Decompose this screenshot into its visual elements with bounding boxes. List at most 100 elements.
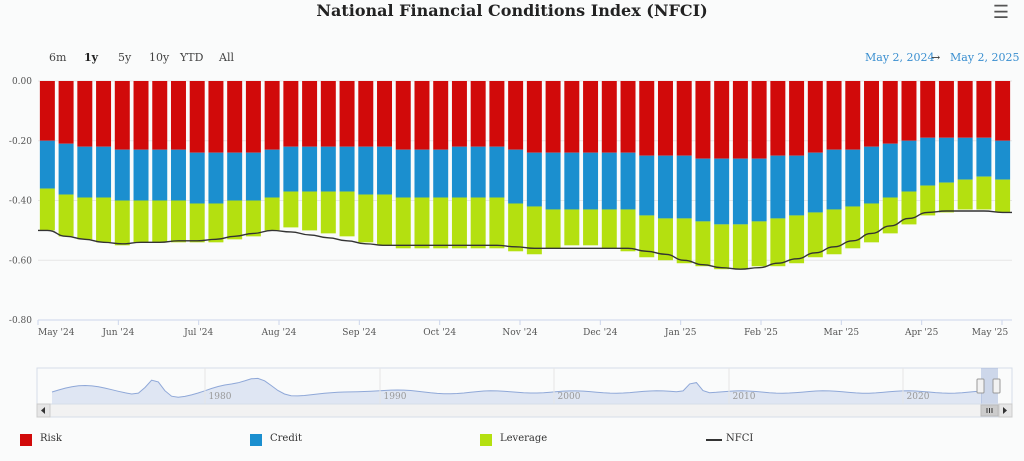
bar-risk — [770, 81, 786, 156]
bar-leverage — [526, 206, 542, 255]
bar-credit — [864, 146, 880, 204]
bar-credit — [676, 155, 692, 219]
legend: Risk Credit Leverage NFCI — [0, 431, 1024, 449]
bar-leverage — [789, 215, 805, 264]
from-date-input[interactable]: May 2, 2024 — [865, 51, 935, 64]
bar-leverage — [377, 194, 393, 246]
bar-risk — [39, 81, 55, 141]
bar-leverage — [714, 224, 730, 270]
bar-risk — [58, 81, 74, 144]
x-tick-label: Jul '24 — [183, 328, 213, 338]
navigator-year-label: 2020 — [907, 392, 930, 402]
bar-credit — [695, 158, 711, 222]
navigator-year-label: 2000 — [558, 392, 581, 402]
bar-risk — [620, 81, 636, 153]
navigator-handle-right[interactable] — [992, 378, 1001, 394]
bar-leverage — [208, 203, 224, 243]
scrollbar-grip-icon — [986, 408, 993, 413]
bar-leverage — [114, 200, 130, 246]
bar-risk — [264, 81, 280, 150]
bar-risk — [508, 81, 524, 150]
bar-credit — [545, 152, 561, 210]
navigator-handle-left[interactable] — [976, 378, 985, 394]
y-tick-label: 0.00 — [12, 77, 32, 87]
bar-credit — [657, 155, 673, 219]
bar-leverage — [433, 197, 449, 249]
bar-leverage — [283, 191, 299, 228]
bar-credit — [470, 146, 486, 198]
range-button-ytd[interactable]: YTD — [180, 51, 204, 64]
bar-risk — [995, 81, 1011, 141]
range-button-6m[interactable]: 6m — [49, 51, 67, 64]
bar-risk — [189, 81, 205, 153]
bar-credit — [414, 149, 430, 198]
bar-leverage — [77, 197, 93, 240]
x-tick-label: May '25 — [972, 328, 1009, 338]
bar-credit — [714, 158, 730, 225]
bar-credit — [339, 146, 355, 192]
bar-risk — [751, 81, 767, 159]
bar-leverage — [882, 197, 898, 234]
to-date-input[interactable]: May 2, 2025 — [950, 51, 1020, 64]
x-tick-label: Mar '25 — [823, 328, 859, 338]
x-tick-label: Feb '25 — [744, 328, 778, 338]
bar-leverage — [807, 212, 823, 258]
bar-risk — [302, 81, 318, 147]
bar-risk — [845, 81, 861, 150]
legend-line-nfci — [706, 439, 722, 441]
bar-risk — [433, 81, 449, 150]
bar-risk — [283, 81, 299, 147]
bar-risk — [789, 81, 805, 156]
bar-leverage — [489, 197, 505, 249]
bar-leverage — [976, 176, 992, 210]
y-tick-label: -0.40 — [9, 197, 32, 207]
bar-leverage — [152, 200, 168, 243]
x-tick-label: Dec '24 — [583, 328, 618, 338]
hamburger-menu-icon[interactable]: ☰ — [992, 2, 1010, 23]
bar-credit — [264, 149, 280, 198]
x-tick-label: Sep '24 — [342, 328, 376, 338]
bar-leverage — [732, 224, 748, 270]
bar-leverage — [451, 197, 467, 249]
bar-credit — [170, 149, 186, 201]
bar-leverage — [920, 185, 936, 216]
range-button-10y[interactable]: 10y — [149, 51, 170, 64]
bar-risk — [414, 81, 430, 150]
navigator[interactable]: 1980 1990 2000 2010 2020 — [36, 367, 1013, 418]
bar-credit — [245, 152, 261, 201]
bar-credit — [920, 137, 936, 186]
x-tick-label: Apr '25 — [904, 328, 939, 338]
bar-risk — [657, 81, 673, 156]
legend-label-risk: Risk — [40, 433, 62, 444]
bar-leverage — [39, 188, 55, 231]
nfci-line — [38, 210, 1012, 270]
bar-risk — [639, 81, 655, 156]
bar-leverage — [339, 191, 355, 237]
bar-credit — [320, 146, 336, 192]
bar-leverage — [189, 203, 205, 243]
bar-credit — [189, 152, 205, 204]
range-button-1y[interactable]: 1y — [84, 51, 99, 64]
legend-item-leverage[interactable]: Leverage — [480, 431, 570, 449]
bar-risk — [96, 81, 112, 147]
bar-risk — [882, 81, 898, 144]
bar-risk — [920, 81, 936, 138]
legend-label-leverage: Leverage — [500, 433, 548, 444]
bar-credit — [732, 158, 748, 225]
range-button-all[interactable]: All — [219, 51, 234, 64]
legend-swatch-risk — [20, 434, 32, 446]
legend-item-nfci[interactable]: NFCI — [706, 431, 786, 449]
bar-leverage — [245, 200, 261, 237]
bar-credit — [508, 149, 524, 204]
legend-item-credit[interactable]: Credit — [250, 431, 330, 449]
range-button-5y[interactable]: 5y — [118, 51, 132, 64]
bar-leverage — [133, 200, 149, 243]
bar-leverage — [358, 194, 374, 243]
bar-leverage — [639, 215, 655, 258]
bar-leverage — [657, 218, 673, 261]
legend-item-risk[interactable]: Risk — [20, 431, 100, 449]
legend-swatch-credit — [250, 434, 262, 446]
legend-label-credit: Credit — [270, 433, 302, 444]
bar-risk — [545, 81, 561, 153]
navigator-selected-range — [981, 368, 998, 404]
